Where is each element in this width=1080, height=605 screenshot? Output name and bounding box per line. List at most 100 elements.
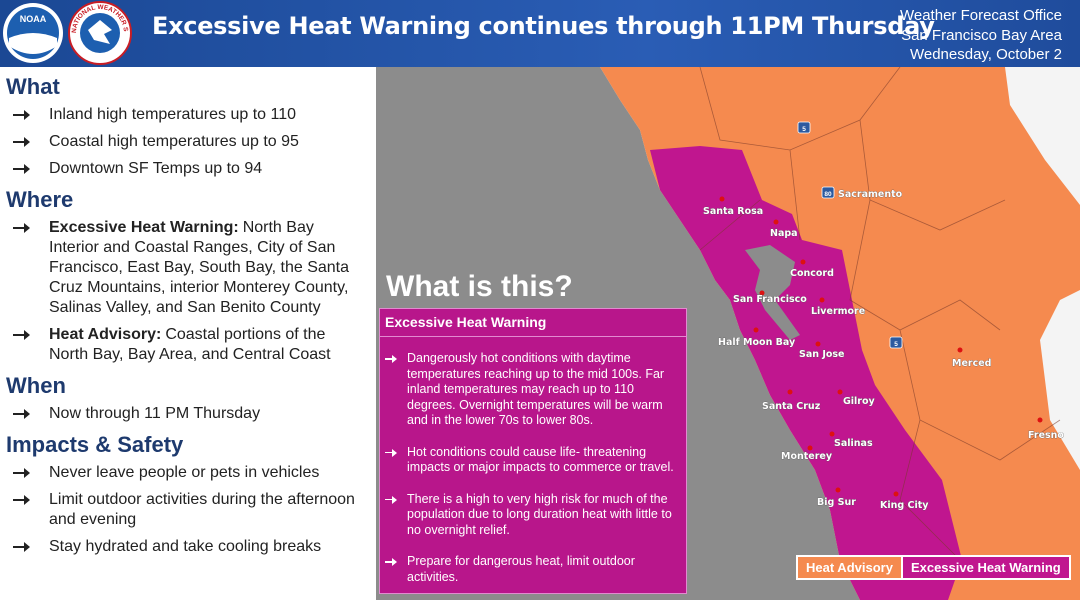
noaa-text: NOAA [20,14,47,24]
highway-shield [889,336,903,349]
city-dot [753,327,759,333]
office-line: San Francisco Bay Area [901,26,1062,44]
bullet-label: Excessive Heat Warning: [49,219,239,236]
city-label: Merced [952,358,991,369]
legend-item: Excessive Heat Warning [902,557,1069,578]
bullet-arrow [13,137,30,147]
highway-label: 5 [802,126,806,133]
bullet-text: Now through 11 PM Thursday [49,405,261,422]
city-dot [807,445,813,451]
info-arrow [385,496,397,503]
bullet-text: Never leave people or pets in vehicles [49,464,320,481]
info-title: Excessive Heat Warning [380,309,686,337]
info-item: Hot conditions could cause life- threate… [380,445,686,476]
bullet-item: Heat Advisory: Coastal portions of the No… [0,325,372,365]
bullet-item: Now through 11 PM Thursday [0,404,372,424]
city-label: King City [880,500,929,511]
info-text: Dangerously hot conditions with daytime … [407,351,665,427]
section-heading: When [6,373,66,398]
city-label: San Jose [799,349,844,360]
section-heading: What [6,74,60,99]
bullet-text: Coastal portions of the North Bay, Bay A… [49,326,331,363]
bullet-item: Limit outdoor activities during the afte… [0,490,372,530]
county-lines [699,67,1061,561]
info-text: Prepare for dangerous heat, limit outdoo… [407,554,635,584]
info-box: Excessive Heat Warning Dangerously hot c… [379,308,687,594]
nws-cloud [88,20,112,44]
city-dot [957,347,963,353]
bullet-item: Inland high temperatures up to 110 [0,105,372,125]
bullet-arrow [13,409,30,419]
city-label: Monterey [781,451,833,462]
highway-shield [797,121,811,134]
legend: Heat Advisory Excessive Heat Warning [796,555,1071,580]
bullet-arrow [13,468,30,478]
section-heading: Where [6,187,74,212]
city-label: Half Moon Bay [718,337,796,348]
city-dot [815,341,821,347]
highway-label: 80 [824,191,832,198]
city-dot [787,389,793,395]
info-text: Hot conditions could cause life- threate… [407,444,674,475]
bullet-arrow [13,164,30,174]
bullet-text: Coastal high temperatures up to 95 [49,133,299,150]
city-label: Fresno [1028,430,1064,441]
bullet-text: Limit outdoor activities during the afte… [49,491,355,528]
info-item: Dangerously hot conditions with daytime … [380,351,686,429]
bullet-text: Stay hydrated and take cooling breaks [49,538,322,555]
bullet-arrow [13,542,30,552]
info-arrow [385,558,397,565]
city-label: Gilroy [843,396,876,407]
city-dot [835,487,841,493]
bullet-arrow [13,495,30,505]
city-label: Napa [770,228,798,239]
noaa-wave [9,33,57,54]
bay-water [745,245,800,340]
bullet-item: Never leave people or pets in vehicles [0,463,372,483]
info-arrow [385,449,397,456]
cities: Santa Rosa Napa Sacramento Concord San Franc… [703,121,1065,511]
city-dot [893,491,899,497]
office-line: Wednesday, October 2 [909,46,1062,63]
city-label: Santa Cruz [762,401,821,412]
logos: NOAA NATIONAL WEATHER SERVICE [0,0,132,65]
info-item: There is a high to very high risk for mu… [380,492,686,539]
office-line: Weather Forecast Office [899,7,1062,24]
city-dot [819,297,825,303]
left-panel: What Inland high temperatures up to 110 Co… [0,69,372,564]
city-dot [800,259,806,265]
info-text: There is a high to very high risk for mu… [407,491,672,537]
section-heading: Impacts & Safety [6,432,184,457]
city-label: Concord [790,268,834,279]
city-dot [1037,417,1043,423]
excessive-heat-area [650,146,962,600]
county-line [699,67,1061,561]
bullet-text: North Bay Interior and Coastal Ranges, C… [49,219,350,316]
bullet-arrow [13,223,30,233]
city-dot [829,431,835,437]
bullet-item: Stay hydrated and take cooling breaks [0,537,372,557]
city-dot [719,196,725,202]
city-label: Livermore [811,306,865,317]
bullet-text: Downtown SF Temps up to 94 [49,160,263,177]
highway-shield [821,186,835,199]
office: Weather Forecast Office San Francisco Ba… [900,6,1062,65]
bullet-item: Excessive Heat Warning: North Bay Interio… [0,218,372,318]
bullet-item: Coastal high temperatures up to 95 [0,132,372,152]
city-label: San Francisco [733,294,807,305]
legend-item: Heat Advisory [798,557,901,578]
city-dot [773,219,779,225]
city-dot [759,290,765,296]
city-label: Santa Rosa [703,206,763,217]
bullet-text: Inland high temperatures up to 110 [49,106,296,123]
callout: What is this? [386,270,573,303]
bullet-arrow [13,110,30,120]
info-arrow [385,355,397,362]
city-label: Big Sur [817,497,856,508]
title: Excessive Heat Warning continues through… [152,12,935,40]
highway-label: 5 [894,341,898,348]
bullet-arrow [13,330,30,340]
bullet-label: Heat Advisory: [49,326,162,343]
